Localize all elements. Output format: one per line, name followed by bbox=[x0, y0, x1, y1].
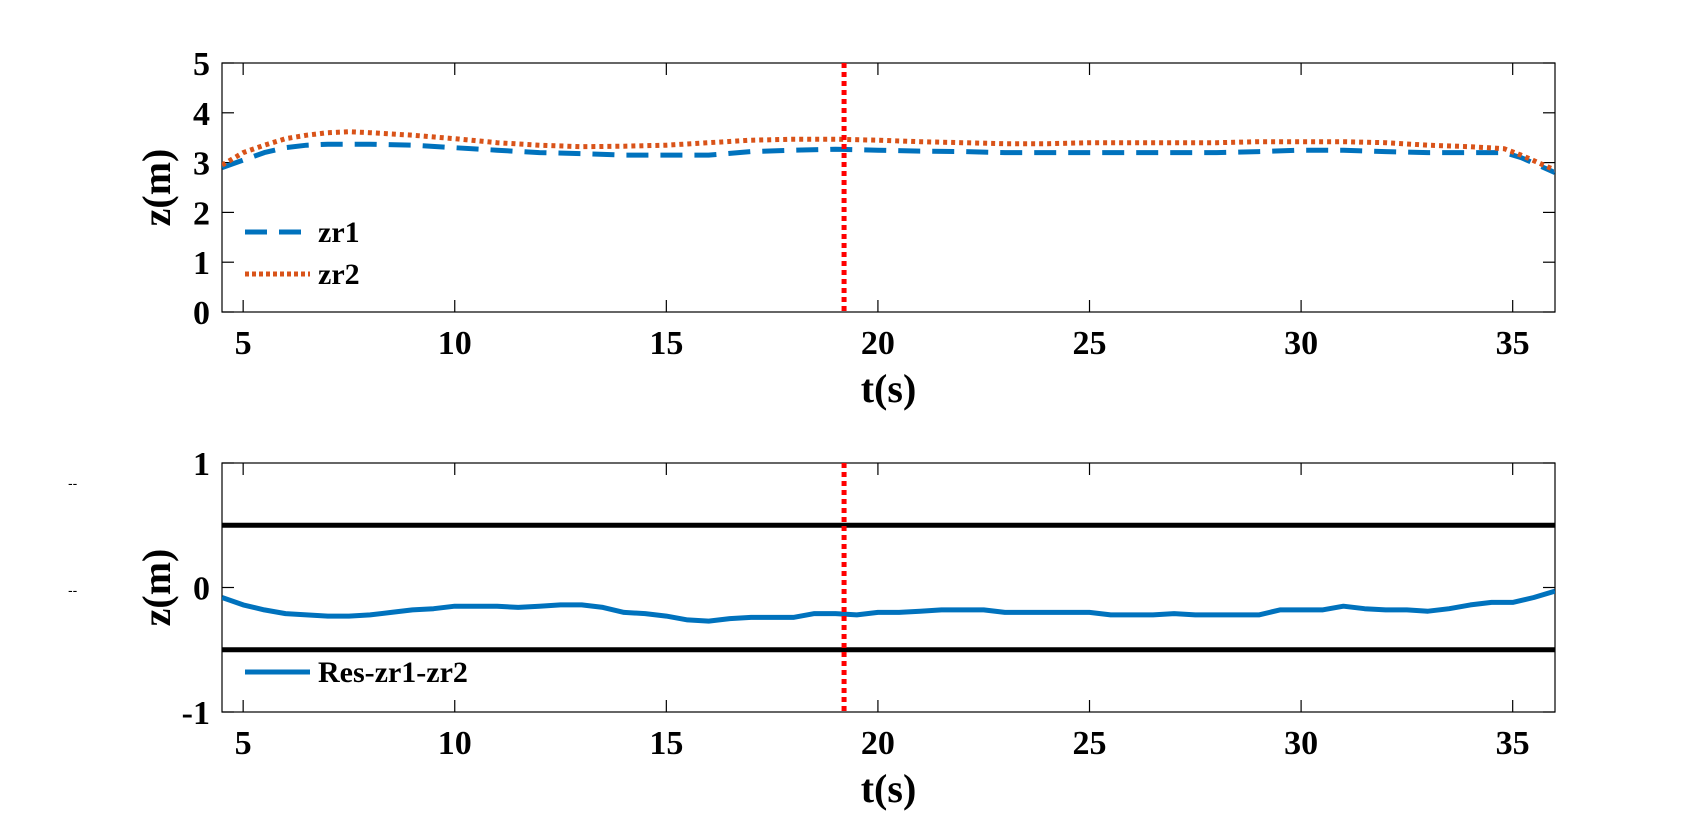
x-tick-label: 15 bbox=[649, 725, 683, 762]
x-tick-label: 30 bbox=[1284, 725, 1318, 762]
y-tick-label: 4 bbox=[193, 96, 210, 133]
y-tick-label: 2 bbox=[193, 195, 210, 232]
chart-residual: 5 10 15 20 25 30 35 -1 0 1 t(s) z(m) Res-zr1-zr2 bbox=[134, 446, 1556, 811]
x-tick-label: 10 bbox=[438, 325, 472, 362]
legend-label: Res-zr1-zr2 bbox=[318, 656, 468, 689]
y-tick-label: 0 bbox=[193, 571, 210, 608]
legend-label: zr2 bbox=[318, 258, 360, 291]
side-mark-upper: -- bbox=[68, 475, 78, 491]
side-mark-lower: -- bbox=[68, 582, 78, 598]
series-line-zr2 bbox=[222, 129, 1555, 173]
x-tick-label: 30 bbox=[1284, 325, 1318, 362]
x-tick-label: 15 bbox=[649, 325, 683, 362]
series-line-zr1 bbox=[222, 141, 1555, 175]
x-tick-label: 35 bbox=[1496, 725, 1530, 762]
x-tick-label: 20 bbox=[861, 325, 895, 362]
x-tick-label: 35 bbox=[1496, 325, 1530, 362]
x-tick-label: 20 bbox=[861, 725, 895, 762]
y-tick-label: 3 bbox=[193, 146, 210, 183]
y-axis-label: z(m) bbox=[134, 549, 179, 627]
x-tick-label: 5 bbox=[235, 725, 252, 762]
y-axis-label: z(m) bbox=[134, 149, 179, 227]
legend-label: zr1 bbox=[318, 216, 360, 249]
x-tick-label: 10 bbox=[438, 725, 472, 762]
series-line-Res-zr1-zr2 bbox=[222, 588, 1555, 624]
x-axis-label: t(s) bbox=[861, 366, 917, 411]
y-tick-label: 0 bbox=[193, 295, 210, 332]
x-tick-label: 25 bbox=[1073, 725, 1107, 762]
plot-area bbox=[222, 522, 1555, 653]
y-tick-label: 1 bbox=[193, 446, 210, 483]
y-tick-label: -1 bbox=[182, 695, 210, 732]
x-tick-label: 5 bbox=[235, 325, 252, 362]
plot-area bbox=[222, 129, 1555, 175]
y-tick-label: 5 bbox=[193, 46, 210, 83]
plot-frame bbox=[221, 62, 1556, 313]
y-tick-label: 1 bbox=[193, 245, 210, 282]
x-axis-label: t(s) bbox=[861, 766, 917, 811]
chart-position-z: 5 10 15 20 25 30 35 0 1 2 3 4 5 t(s) z(m) zr1 zr2 bbox=[134, 46, 1556, 411]
x-tick-label: 25 bbox=[1073, 325, 1107, 362]
